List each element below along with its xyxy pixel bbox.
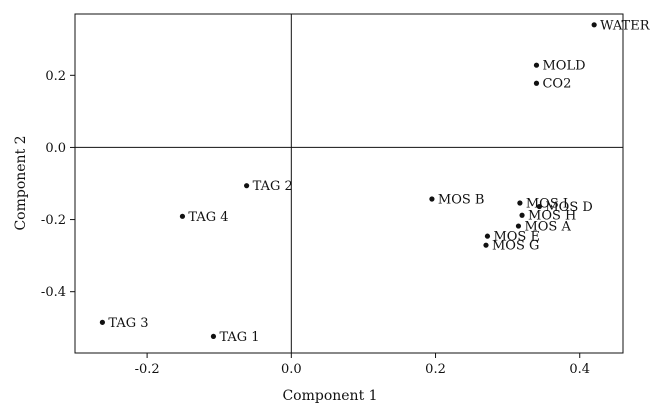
data-point-label: WATER bbox=[600, 18, 651, 33]
data-point bbox=[210, 333, 217, 340]
data-point bbox=[99, 319, 105, 325]
x-tick-label: -0.2 bbox=[135, 362, 160, 377]
x-tick-label: 0.0 bbox=[281, 362, 302, 377]
data-point bbox=[533, 80, 540, 86]
x-axis-title: Component 1 bbox=[282, 388, 377, 403]
y-tick-label: 0.0 bbox=[45, 141, 66, 156]
data-point-label: MOLD bbox=[542, 59, 585, 74]
data-point bbox=[429, 196, 435, 202]
data-point-label: TAG 2 bbox=[253, 179, 293, 194]
data-point-label: MOS B bbox=[438, 193, 485, 208]
y-tick-label: -0.4 bbox=[41, 285, 66, 300]
data-point-label: CO2 bbox=[542, 77, 571, 92]
data-point-label: MOS D bbox=[545, 200, 592, 215]
data-point-label: TAG 3 bbox=[108, 316, 148, 331]
data-point bbox=[591, 22, 597, 28]
data-point bbox=[515, 223, 522, 229]
data-point bbox=[484, 233, 491, 239]
data-point bbox=[533, 62, 540, 68]
data-point bbox=[483, 242, 489, 248]
y-axis-title: Component 2 bbox=[13, 135, 29, 230]
data-point bbox=[517, 200, 523, 206]
zero-lines bbox=[75, 14, 623, 353]
data-point bbox=[519, 212, 525, 218]
data-point-label: MOS I bbox=[526, 196, 568, 211]
y-axis-ticks: 0.2 0.0 -0.2 -0.4 bbox=[41, 69, 75, 300]
plot-frame bbox=[74, 13, 624, 354]
data-point bbox=[244, 183, 250, 189]
data-point bbox=[179, 213, 186, 219]
x-tick-label: 0.4 bbox=[569, 362, 590, 377]
data-point-label: MOS E bbox=[493, 230, 540, 245]
data-point-label: TAG 4 bbox=[188, 210, 228, 225]
data-point-label: MOS A bbox=[524, 220, 571, 235]
data-point-label: MOS G bbox=[492, 239, 539, 254]
data-point bbox=[536, 203, 542, 210]
data-points: WATER MOLD CO2 TAG 2 TAG 4 TAG 3 TAG 1 MOS B MOS… bbox=[99, 18, 651, 345]
data-point-label: MOS H bbox=[528, 209, 576, 224]
x-axis-ticks: -0.2 0.0 0.2 0.4 bbox=[135, 353, 590, 377]
y-tick-label: 0.2 bbox=[45, 69, 66, 84]
x-tick-label: 0.2 bbox=[425, 362, 446, 377]
y-tick-label: -0.2 bbox=[41, 213, 66, 228]
data-point-label: TAG 1 bbox=[219, 330, 259, 345]
